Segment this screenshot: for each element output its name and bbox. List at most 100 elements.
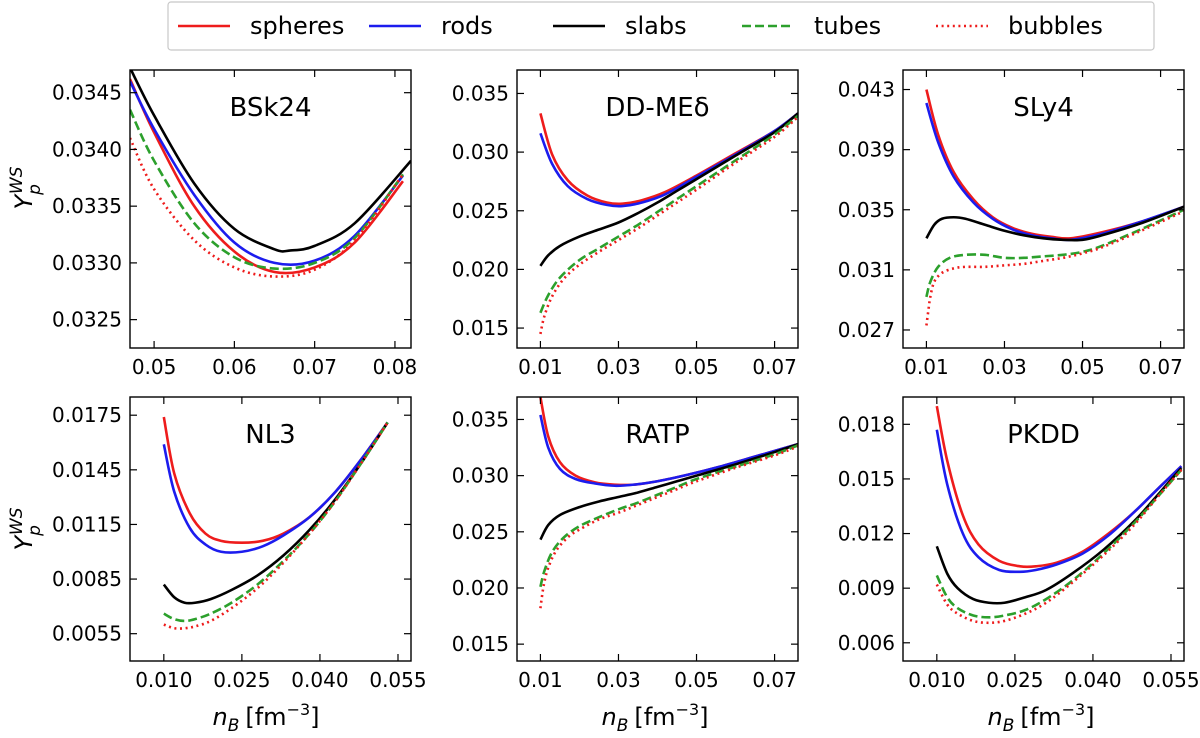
y-tick-label: 0.020 [452,257,509,281]
x-tick-label: 0.03 [596,355,641,379]
y-axis-labels: YpWS YpWS [7,166,45,550]
series-group [935,405,1183,625]
y-tick-label: 0.035 [452,407,509,431]
plot-frame [902,396,1185,662]
legend-item-spheres: spheres [178,12,344,40]
ticks: 0.010 0.025 0.040 0.055 0.0055 0.0085 0.0115 0.… [52,397,427,692]
y-tick-label: 0.0345 [52,81,122,105]
x-tick-label: 0.01 [518,355,563,379]
panel-title: SLy4 [1013,93,1074,123]
y-tick-label: 0.015 [452,632,509,656]
panel-title: NL3 [245,420,295,450]
y-tick-label: 0.0340 [52,137,122,161]
ticks: 0.01 0.03 0.05 0.07 0.027 0.031 0.035 0.039 0.04… [838,70,1184,379]
plot-frame [129,69,412,349]
y-tick-label: 0.043 [838,78,895,102]
y-axis-label-top: YpWS [7,166,45,209]
x-tick-label: 0.07 [752,355,797,379]
panel-3: 0.010 0.025 0.040 0.055 0.0055 0.0085 0.0115 0.… [52,396,427,692]
x-tick-label: 0.05 [674,668,719,692]
series-line-rods [925,102,1184,242]
x-tick-label: 0.010 [135,668,192,692]
y-tick-label: 0.0330 [52,251,122,275]
series-line-bubbles [539,445,798,609]
series-line-bubbles [539,115,798,335]
panel-title: RATP [625,420,689,450]
legend-item-tubes: tubes [742,12,881,40]
series-line-bubbles [935,468,1183,625]
y-axis-label-bottom: YpWS [7,507,45,550]
y-tick-label: 0.0085 [52,567,122,591]
y-tick-label: 0.0335 [52,194,122,218]
x-tick-label: 0.055 [369,668,426,692]
y-tick-label: 0.0115 [52,512,122,536]
series-line-slabs [539,442,798,541]
x-tick-label: 0.03 [982,355,1027,379]
y-tick-label: 0.030 [452,464,509,488]
panel-title: PKDD [1007,420,1080,450]
series-line-spheres [539,112,798,206]
ticks: 0.010 0.025 0.040 0.055 0.006 0.009 0.012 0.015… [838,397,1200,692]
series-line-tubes [935,468,1183,619]
y-tick-label: 0.006 [838,631,895,655]
series-group [539,397,798,609]
y-tick-label: 0.030 [452,140,509,164]
x-tick-label: 0.05 [1060,355,1105,379]
series-line-tubes [163,421,389,623]
plot-frame [902,69,1185,349]
x-tick-label: 0.025 [213,668,270,692]
legend-label: rods [441,12,493,40]
series-line-rods [935,429,1183,574]
x-tick-label: 0.01 [518,668,563,692]
x-tick-label: 0.05 [674,355,719,379]
y-tick-label: 0.025 [452,520,509,544]
y-tick-label: 0.031 [838,258,895,282]
series-line-tubes [539,444,798,588]
x-axis-label-right: nB [fm−3] [987,700,1094,736]
legend-label: tubes [814,12,881,40]
series-group [162,416,389,630]
y-tick-label: 0.0175 [52,403,122,427]
y-tick-label: 0.027 [838,318,895,342]
y-tick-label: 0.015 [838,467,895,491]
x-tick-label: 0.07 [752,668,797,692]
series-group [130,70,411,278]
series-group [925,89,1184,326]
y-tick-label: 0.025 [452,199,509,223]
series-line-tubes [130,109,405,271]
x-axis-label-left: nB [fm−3] [212,700,319,736]
panel-title: DD-MEδ [605,93,709,123]
series-line-rods [162,421,389,554]
series-line-slabs [925,205,1184,242]
legend-label: bubbles [1008,12,1103,40]
x-tick-label: 0.05 [132,355,177,379]
y-tick-label: 0.035 [838,198,895,222]
series-line-rods [539,112,798,208]
series-line-slabs [539,112,798,267]
panel-4: 0.01 0.03 0.05 0.07 0.015 0.020 0.025 0.030 0.03… [452,396,799,692]
x-tick-label: 0.07 [1138,355,1183,379]
series-group [539,112,798,335]
series-line-rods [539,414,798,488]
x-tick-label: 0.08 [373,355,418,379]
legend-label: slabs [625,12,687,40]
y-tick-label: 0.0145 [52,458,122,482]
series-line-bubbles [130,137,405,278]
x-tick-label: 0.06 [212,355,257,379]
plot-frame [516,69,799,349]
panels-group: 0.05 0.06 0.07 0.08 0.0325 0.0330 0.0335 0.0340… [52,69,1200,692]
x-axis-labels: nB [fm−3] nB [fm−3] nB [fm−3] [212,700,1094,736]
series-line-spheres [925,89,1184,240]
legend-label: spheres [250,12,344,40]
y-tick-label: 0.018 [838,412,895,436]
x-tick-label: 0.055 [1142,668,1199,692]
y-tick-label: 0.035 [452,81,509,105]
y-tick-label: 0.0325 [52,308,122,332]
ticks: 0.05 0.06 0.07 0.08 0.0325 0.0330 0.0335 0.0340… [52,70,417,379]
legend-item-rods: rods [369,12,493,40]
panel-title: BSk24 [229,93,311,123]
plot-frame [129,396,412,662]
panel-1: 0.01 0.03 0.05 0.07 0.015 0.020 0.025 0.030 0.03… [452,69,799,379]
series-line-rods [130,80,404,267]
